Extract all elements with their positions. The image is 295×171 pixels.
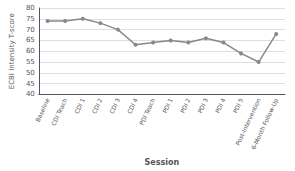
svg-text:PDI 4: PDI 4 <box>214 97 227 114</box>
svg-text:50: 50 <box>26 69 35 77</box>
svg-text:ECBI Intensity T-score: ECBI Intensity T-score <box>8 13 16 89</box>
svg-text:CDI 1: CDI 1 <box>73 97 86 115</box>
svg-text:60: 60 <box>26 47 35 55</box>
svg-text:80: 80 <box>26 4 35 12</box>
svg-text:65: 65 <box>26 36 35 44</box>
svg-text:55: 55 <box>26 58 35 66</box>
svg-text:CDI 4: CDI 4 <box>125 97 138 115</box>
svg-text:CDI Teach: CDI Teach <box>50 97 69 127</box>
svg-text:Post-Intervention: Post-Intervention <box>233 97 262 147</box>
svg-text:70: 70 <box>26 26 35 34</box>
svg-text:6-Month Follow-Up: 6-Month Follow-Up <box>249 97 280 151</box>
svg-text:PDI 2: PDI 2 <box>178 97 191 114</box>
svg-text:PDI 5: PDI 5 <box>231 97 244 114</box>
svg-text:75: 75 <box>26 15 35 23</box>
svg-text:Session: Session <box>145 158 180 167</box>
svg-text:PDI 3: PDI 3 <box>196 97 209 114</box>
svg-text:45: 45 <box>26 80 35 88</box>
svg-text:40: 40 <box>26 90 35 98</box>
svg-text:PDI 1: PDI 1 <box>161 97 174 114</box>
svg-text:CDI 3: CDI 3 <box>108 97 121 115</box>
svg-text:Baseline: Baseline <box>34 97 51 123</box>
svg-text:PDI Teach: PDI Teach <box>138 97 157 126</box>
svg-text:CDI 2: CDI 2 <box>90 97 103 115</box>
